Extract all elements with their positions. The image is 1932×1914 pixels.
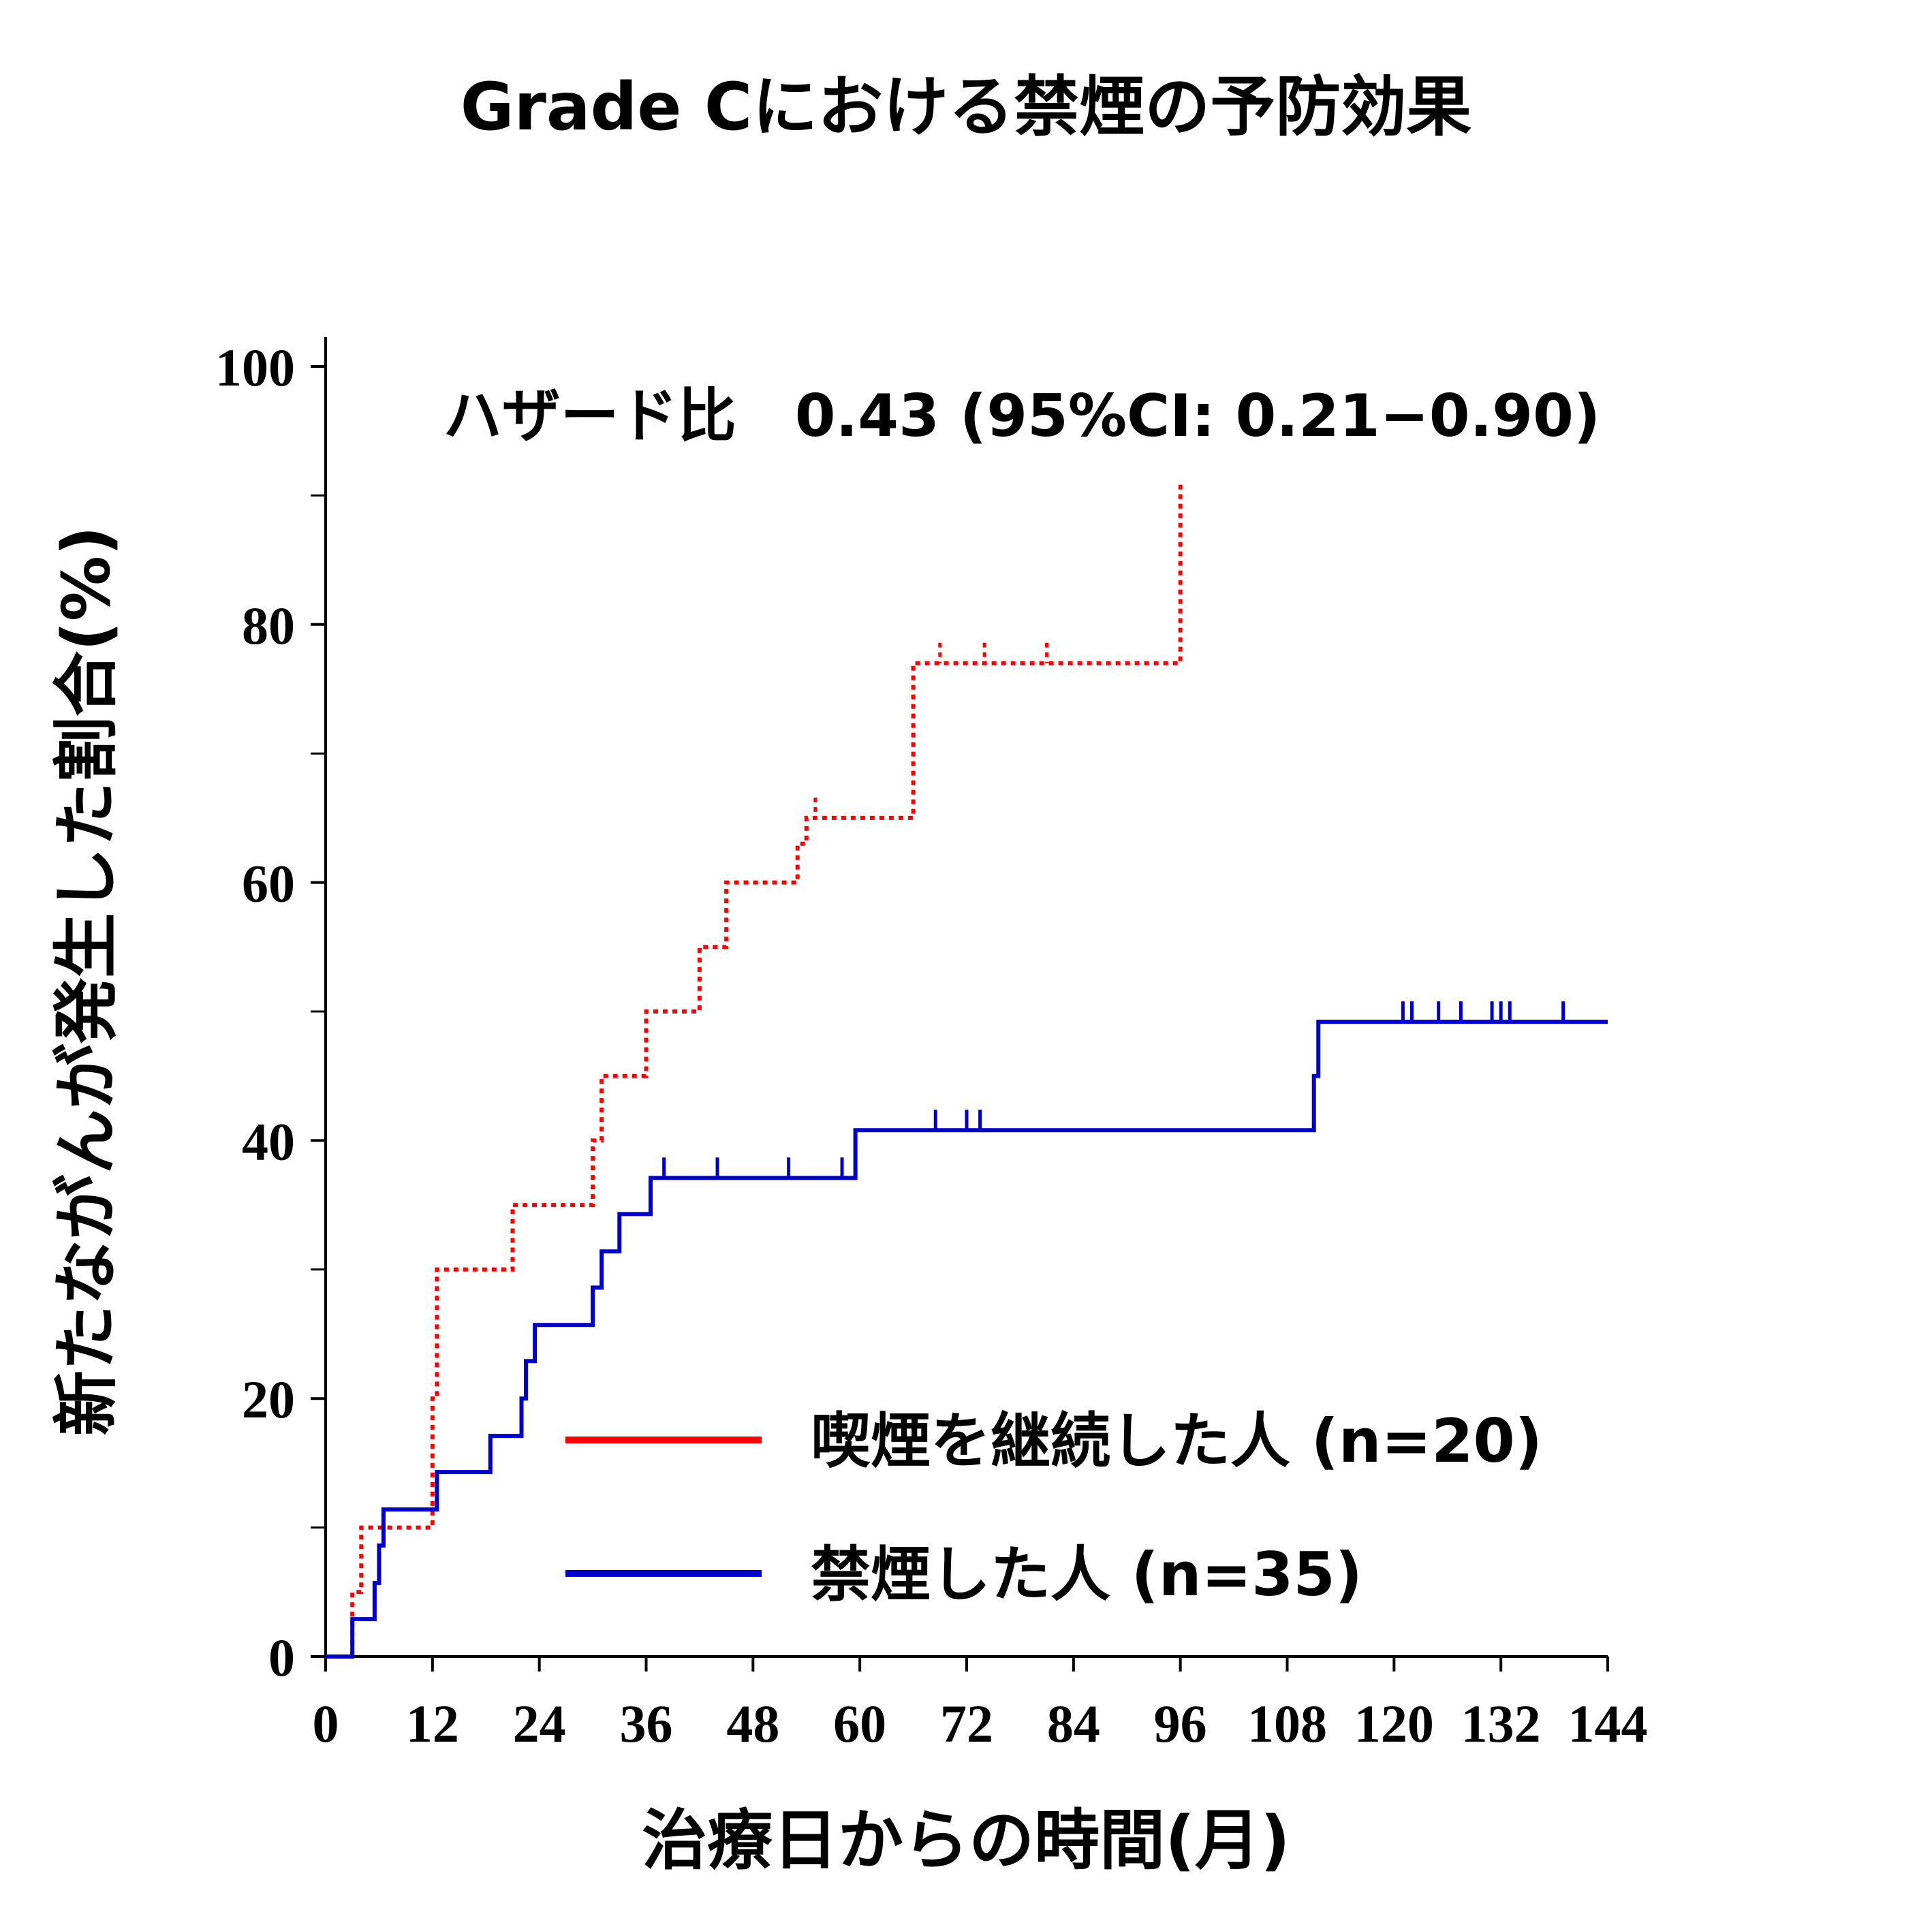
y-tick-label: 100 [215,338,295,397]
hazard-ratio-annotation: ハザード比 0.43 (95%CI: 0.21−0.90) [443,382,1600,450]
chart-title: Grade Cにおける禁煙の予防効果 [461,69,1472,145]
x-tick-label: 24 [513,1694,566,1753]
x-tick-label: 84 [1047,1694,1100,1753]
legend-label-continued-smoking: 喫煙を継続した人 (n=20) [811,1406,1542,1476]
plot-series [326,482,1608,1659]
x-tick-label: 132 [1461,1694,1541,1753]
y-ticks: 0 20 40 60 80 100 [215,338,326,1687]
x-tick-label: 96 [1154,1694,1207,1753]
y-axis: 0 20 40 60 80 100 [215,337,327,1687]
y-tick-label: 20 [242,1370,295,1429]
legend-label-quit-smoking: 禁煙した人 (n=35) [811,1539,1362,1610]
legend-item-continued-smoking: 喫煙を継続した人 (n=20) [565,1406,1542,1476]
legend: 喫煙を継続した人 (n=20) 禁煙した人 (n=35) [565,1406,1542,1610]
x-tick-label: 12 [406,1694,459,1753]
x-tick-label: 48 [726,1694,779,1753]
series-line-continued-smoking [326,482,1183,1659]
y-axis-label: 新たながんが発生した割合(%) [48,526,125,1436]
y-tick-label: 80 [242,596,295,655]
x-tick-label: 0 [313,1694,339,1753]
series-line-quit-smoking [326,1020,1608,1659]
x-tick-label: 120 [1354,1694,1434,1753]
x-ticks: 0 12 24 36 48 60 72 84 96 108 120 132 144 [313,1657,1648,1753]
x-tick-label: 60 [833,1694,886,1753]
x-tick-label: 108 [1247,1694,1327,1753]
y-tick-label: 60 [242,854,295,913]
x-axis-label: 治療日からの時間(月) [642,1802,1290,1879]
x-tick-label: 144 [1568,1694,1648,1753]
y-tick-label: 40 [242,1112,295,1171]
y-tick-label: 0 [268,1628,295,1687]
x-axis: 0 12 24 36 48 60 72 84 96 108 120 132 144 [313,1655,1648,1753]
x-tick-label: 72 [940,1694,993,1753]
legend-item-quit-smoking: 禁煙した人 (n=35) [565,1539,1362,1610]
x-tick-label: 36 [620,1694,673,1753]
